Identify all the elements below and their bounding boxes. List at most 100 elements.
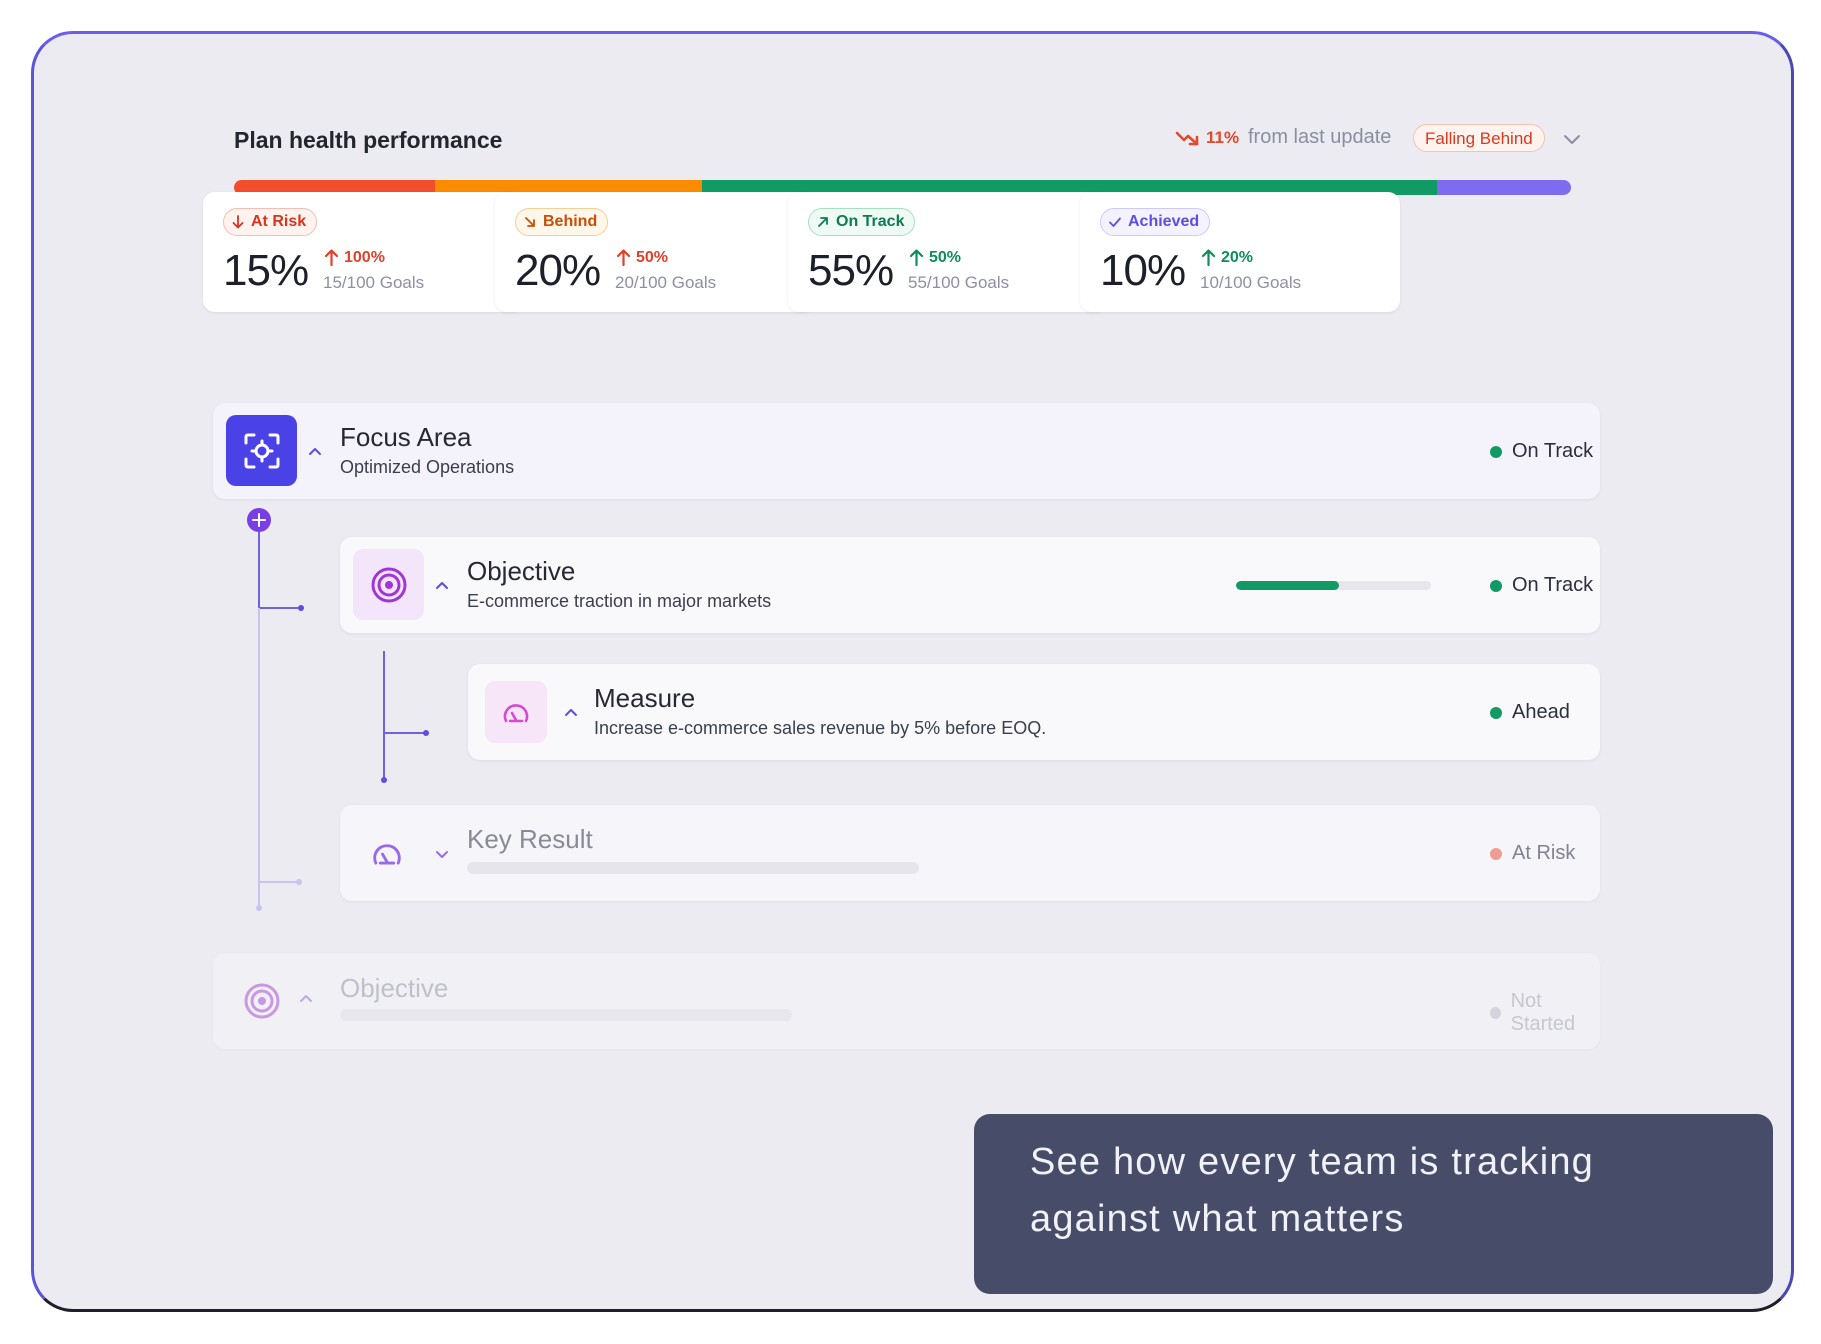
stat-badge-label: At Risk xyxy=(251,213,307,230)
stat-badge: At Risk xyxy=(223,208,318,236)
arrow-up-icon xyxy=(616,249,631,267)
stat-percent: 10% xyxy=(1100,246,1186,295)
arrow-up-icon xyxy=(1201,249,1216,267)
focus-area-row[interactable]: Focus Area Optimized Operations On Track xyxy=(213,403,1600,499)
key-result-row[interactable]: Key Result At Risk xyxy=(340,805,1600,901)
connector-dot xyxy=(381,777,387,783)
target-icon xyxy=(244,983,280,1019)
status-dot xyxy=(1490,579,1502,592)
tree-connector xyxy=(258,608,260,908)
caption-box: See how every team is tracking against w… xyxy=(974,1114,1773,1294)
objective-2-status: Not Started xyxy=(1490,990,1600,1036)
stat-card[interactable]: At Risk 15% 100% 15/100 Goals xyxy=(203,192,523,312)
measure-status: Ahead xyxy=(1490,701,1570,724)
stat-goals: 55/100 Goals xyxy=(908,273,1010,292)
arrow-up-icon xyxy=(909,249,924,267)
objective-progress-track xyxy=(1236,581,1431,590)
stat-percent: 15% xyxy=(223,246,309,295)
arrow-down-right-icon xyxy=(525,217,535,227)
stat-badge-label: Achieved xyxy=(1128,213,1200,230)
page-title: Plan health performance xyxy=(234,127,503,153)
caption-line-2: against what matters xyxy=(1030,1198,1405,1240)
arrow-up-right-icon xyxy=(818,217,828,227)
chevron-up-icon[interactable] xyxy=(433,577,451,595)
health-bar-segment xyxy=(1437,180,1571,195)
objective-status: On Track xyxy=(1490,574,1593,597)
chevron-up-icon[interactable] xyxy=(562,704,580,722)
status-dot xyxy=(1490,706,1502,719)
status-label: At Risk xyxy=(1512,842,1576,864)
add-node-button[interactable] xyxy=(247,508,271,532)
app-frame: Plan health performance 11% from last up… xyxy=(31,31,1794,1312)
stat-change-value: 50% xyxy=(636,248,669,266)
measure-icon-tile xyxy=(485,681,547,743)
key-result-placeholder-bar xyxy=(467,862,919,874)
stat-badge: On Track xyxy=(808,208,916,236)
stat-card[interactable]: On Track 55% 50% 55/100 Goals xyxy=(788,192,1108,312)
caption-line-1: See how every team is tracking xyxy=(1030,1141,1595,1183)
stat-card[interactable]: Achieved 10% 20% 10/100 Goals xyxy=(1080,192,1400,312)
status-label: Ahead xyxy=(1512,701,1570,723)
tree-connector xyxy=(383,732,425,734)
stat-badge: Behind xyxy=(515,208,609,236)
objective-2-placeholder-bar xyxy=(340,1009,792,1021)
status-label: Not Started xyxy=(1510,990,1576,1035)
objective-title: Objective xyxy=(467,556,576,586)
objective-icon-tile xyxy=(353,549,424,620)
stat-change: 20% xyxy=(1200,248,1253,267)
status-label: On Track xyxy=(1512,574,1594,596)
stat-change: 50% xyxy=(615,248,668,267)
gauge-icon xyxy=(373,844,401,865)
health-bar-segment xyxy=(234,180,435,195)
stat-change-value: 20% xyxy=(1221,248,1254,266)
stat-change: 100% xyxy=(323,248,385,267)
tree-connector xyxy=(383,651,385,779)
focus-area-subtitle: Optimized Operations xyxy=(340,457,515,477)
status-dot xyxy=(1490,1007,1501,1019)
stat-badge-label: On Track xyxy=(836,213,905,230)
arrow-down-icon xyxy=(232,215,244,229)
stat-card[interactable]: Behind 20% 50% 20/100 Goals xyxy=(495,192,815,312)
stat-change-value: 50% xyxy=(929,248,962,266)
check-icon xyxy=(1109,217,1121,227)
focus-scan-icon xyxy=(244,433,279,468)
connector-dot xyxy=(298,605,304,611)
objective-row[interactable]: Objective E-commerce traction in major m… xyxy=(340,537,1600,633)
measure-subtitle: Increase e-commerce sales revenue by 5% … xyxy=(594,718,1047,738)
tree-connector xyxy=(258,532,260,607)
stat-goals: 15/100 Goals xyxy=(323,273,425,292)
objective-subtitle: E-commerce traction in major markets xyxy=(467,591,772,611)
connector-dot xyxy=(296,879,302,885)
objective-row-2[interactable]: Objective Not Started xyxy=(213,953,1600,1049)
key-result-status: At Risk xyxy=(1490,842,1575,865)
key-result-title: Key Result xyxy=(467,824,593,854)
status-dot xyxy=(1490,847,1502,860)
status-dot xyxy=(1490,445,1502,458)
gauge-icon xyxy=(503,704,529,723)
chevron-down-icon[interactable] xyxy=(1561,128,1583,150)
target-icon xyxy=(371,567,406,602)
stat-badge-label: Behind xyxy=(543,213,598,230)
status-label: On Track xyxy=(1512,440,1594,462)
focus-area-status: On Track xyxy=(1490,440,1593,463)
objective-progress-fill xyxy=(1236,581,1340,590)
trending-down-icon xyxy=(1175,131,1199,146)
connector-dot xyxy=(256,905,262,911)
stat-change: 50% xyxy=(908,248,961,267)
measure-row[interactable]: Measure Increase e-commerce sales revenu… xyxy=(468,664,1600,760)
chevron-down-icon[interactable] xyxy=(433,845,451,863)
chevron-up-icon[interactable] xyxy=(297,990,315,1008)
stat-percent: 55% xyxy=(808,246,894,295)
delta-value: 11% xyxy=(1206,128,1240,147)
stat-percent: 20% xyxy=(515,246,601,295)
stat-badge: Achieved xyxy=(1100,208,1211,236)
arrow-up-icon xyxy=(324,249,339,267)
stat-goals: 10/100 Goals xyxy=(1200,273,1302,292)
chevron-up-icon[interactable] xyxy=(306,443,324,461)
tree-connector xyxy=(258,881,298,883)
objective-2-title: Objective xyxy=(340,973,449,1003)
health-bar-segment xyxy=(701,180,1438,195)
stat-goals: 20/100 Goals xyxy=(615,273,717,292)
stat-change-value: 100% xyxy=(344,248,385,266)
health-bar xyxy=(234,180,1571,195)
